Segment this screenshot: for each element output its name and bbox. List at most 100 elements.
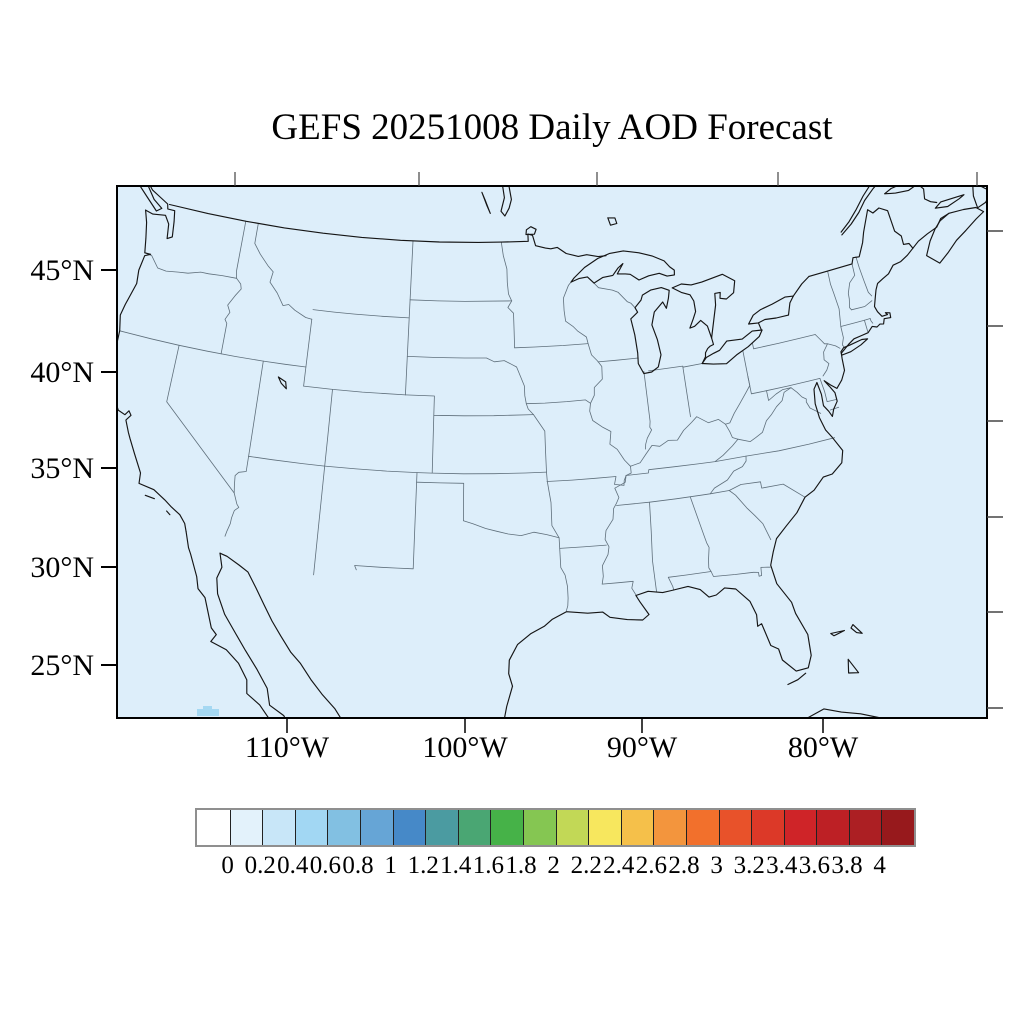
colorbar-tick-label: 2: [547, 852, 560, 879]
colorbar-tick-label: 2.2: [570, 852, 602, 879]
state-border: [869, 318, 874, 324]
colorbar-box: [881, 810, 915, 845]
colorbar-tick-label: 1.6: [472, 852, 505, 879]
state-border: [714, 438, 739, 463]
state-border: [563, 281, 589, 345]
state-border: [827, 270, 845, 348]
state-border: [587, 343, 632, 476]
colorbar-tick-label: 0.8: [342, 852, 374, 879]
state-border: [855, 256, 873, 297]
colorbar-box: [392, 810, 426, 845]
aod-patch: [197, 706, 219, 716]
state-border: [725, 423, 739, 440]
state-border: [709, 455, 747, 495]
state-border: [742, 350, 749, 377]
coastline: [757, 322, 763, 331]
state-border: [404, 394, 534, 417]
coastline: [830, 629, 845, 637]
colorbar-tick-label: 1: [384, 852, 397, 879]
state-border: [840, 318, 871, 327]
state-border: [847, 263, 856, 311]
colorbar-box: [751, 810, 784, 845]
page-title: GEFS 20251008 Daily AOD Forecast: [271, 107, 833, 148]
coastline: [934, 194, 965, 209]
colorbar-box: [783, 810, 817, 845]
state-border: [406, 355, 517, 368]
coastline: [701, 337, 715, 365]
lat-tick-label: 35°N: [30, 452, 94, 485]
colorbar-tick-label: 3.8: [831, 852, 863, 879]
coastline: [847, 658, 860, 674]
colorbar: [195, 808, 917, 847]
coastline: [145, 186, 176, 240]
colorbar-box: [588, 810, 621, 845]
state-border: [324, 388, 333, 467]
state-border: [747, 376, 792, 401]
state-border: [559, 544, 607, 549]
coastline: [503, 685, 514, 718]
colorbar-tick-label: 3.4: [766, 852, 798, 879]
geo-layer: [117, 186, 987, 718]
map-border: [116, 185, 988, 719]
coastline: [500, 186, 512, 217]
coastline: [792, 275, 810, 297]
state-border: [667, 571, 712, 578]
state-border: [312, 309, 410, 319]
state-border: [313, 465, 326, 576]
state-border: [752, 334, 816, 350]
state-border: [558, 537, 569, 612]
state-border: [649, 501, 657, 592]
colorbar-box: [294, 810, 328, 845]
state-border: [500, 241, 513, 302]
state-border: [728, 481, 806, 498]
coastline: [169, 203, 529, 243]
colorbar-box: [848, 810, 882, 845]
coastline: [787, 672, 807, 686]
state-border: [248, 360, 264, 457]
state-border: [766, 377, 821, 392]
state-border: [601, 475, 627, 585]
coastline: [117, 209, 187, 533]
coastline: [671, 287, 713, 339]
state-border: [224, 455, 250, 537]
coastline: [840, 186, 871, 233]
colorbar-tick-label: 1.8: [505, 852, 537, 879]
colorbar-tick-label: 3.2: [733, 852, 765, 879]
lat-tick-label: 45°N: [30, 254, 94, 287]
state-border: [404, 240, 414, 396]
state-border: [303, 318, 313, 387]
state-border: [737, 387, 792, 443]
state-border: [324, 465, 547, 475]
coastline: [607, 217, 618, 226]
coastline: [570, 250, 675, 284]
coastline: [525, 226, 537, 236]
lat-tick-label: 40°N: [30, 356, 94, 389]
state-border: [728, 490, 772, 541]
colorbar-box: [359, 810, 393, 845]
map-background: [117, 186, 987, 718]
colorbar-box: [522, 810, 556, 845]
state-border: [864, 319, 869, 333]
colorbar-box: [262, 810, 295, 845]
colorbar-tick-label: 2.8: [668, 852, 700, 879]
state-border: [827, 343, 841, 349]
colorbar-tick-label: 3.6: [798, 852, 831, 879]
coastline: [851, 207, 914, 265]
coastline: [630, 287, 670, 375]
state-border: [409, 299, 513, 302]
state-border: [643, 370, 652, 450]
state-border: [514, 343, 589, 349]
colorbar-tick-label: 4: [873, 852, 886, 879]
state-border: [119, 330, 307, 368]
colorbar-tick-label: 1.4: [440, 852, 472, 879]
coastline: [850, 624, 863, 634]
state-border: [507, 300, 515, 349]
state-border: [601, 580, 638, 597]
state-border: [431, 414, 435, 474]
state-border: [546, 475, 627, 486]
colorbar-box: [816, 810, 849, 845]
state-border: [625, 437, 835, 476]
coastline: [144, 494, 155, 500]
lon-tick-label: 90°W: [607, 731, 678, 764]
